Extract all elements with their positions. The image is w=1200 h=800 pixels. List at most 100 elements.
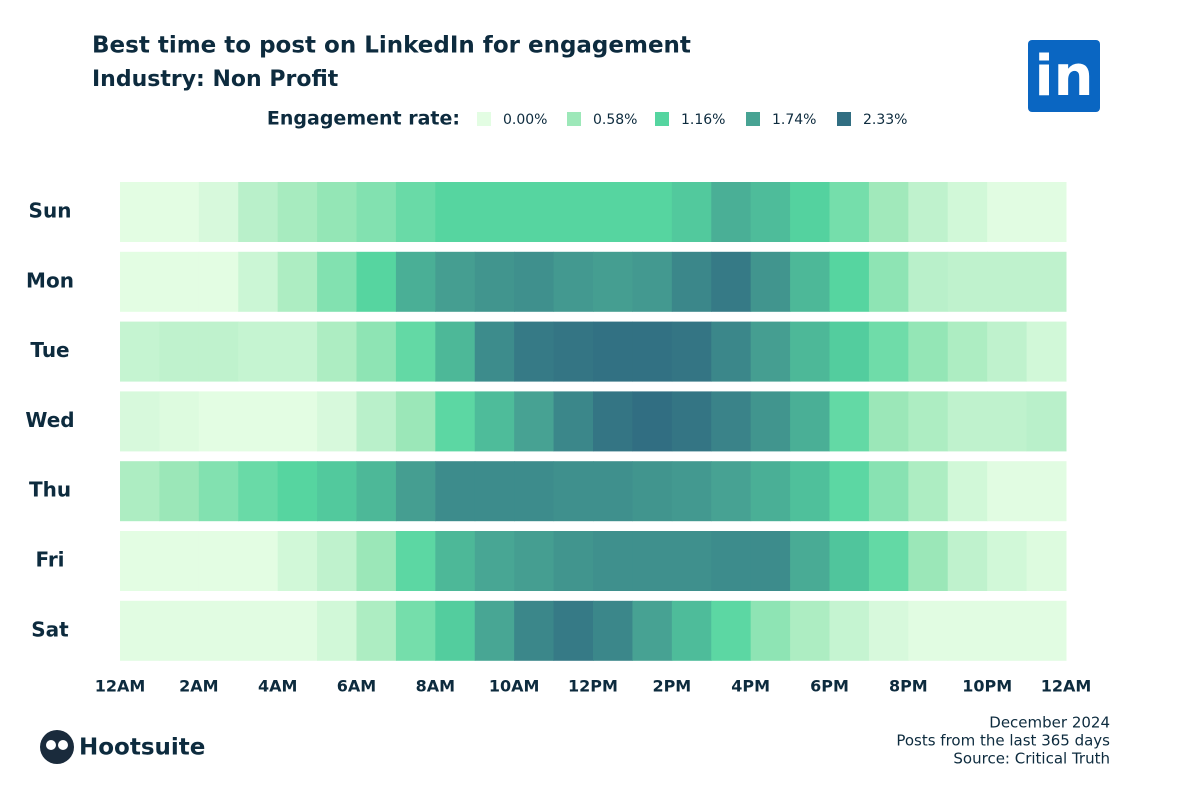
- heat-cell: [317, 391, 357, 452]
- legend-label: 2.33%: [863, 112, 907, 128]
- legend-swatch: [655, 112, 669, 126]
- heat-cell: [711, 251, 752, 312]
- heat-cell: [1026, 251, 1067, 312]
- heat-cell: [317, 461, 357, 522]
- heat-cell: [474, 182, 515, 242]
- heat-cell: [120, 531, 160, 591]
- heat-cell: [987, 182, 1028, 242]
- x-tick-label: 4AM: [258, 677, 297, 696]
- heat-cell: [474, 531, 515, 591]
- legend-label: 1.74%: [772, 112, 816, 128]
- heat-cell: [159, 182, 200, 242]
- heat-cell: [908, 321, 949, 382]
- heat-cell: [593, 321, 633, 382]
- heat-cell: [632, 531, 673, 591]
- heat-cell: [711, 321, 752, 382]
- heat-cell: [593, 461, 633, 522]
- heat-cell: [829, 251, 870, 312]
- heat-cell: [593, 531, 633, 591]
- x-tick-label: 8AM: [416, 677, 455, 696]
- heat-cell: [750, 182, 791, 242]
- heat-cell: [395, 251, 436, 312]
- heat-cell: [120, 182, 160, 242]
- heat-cell: [553, 321, 594, 382]
- heat-cell: [198, 531, 239, 591]
- heat-cell: [553, 251, 594, 312]
- heat-cell: [238, 461, 279, 522]
- heat-cell: [868, 321, 909, 382]
- heat-cell: [790, 531, 830, 591]
- legend-swatch: [837, 112, 851, 126]
- heat-cell: [632, 600, 673, 661]
- hootsuite-logo: Hootsuite: [40, 730, 205, 764]
- heat-cell: [750, 251, 791, 312]
- heat-cell: [120, 391, 160, 452]
- heat-cell: [671, 461, 712, 522]
- heat-cell: [750, 600, 791, 661]
- heat-cell: [238, 600, 279, 661]
- heat-cell: [198, 461, 239, 522]
- heat-cell: [395, 600, 436, 661]
- heat-cell: [790, 251, 830, 312]
- heat-cell: [159, 251, 200, 312]
- heat-cell: [711, 461, 752, 522]
- heat-cell: [908, 531, 949, 591]
- x-tick-label: 10PM: [962, 677, 1012, 696]
- heat-cell: [198, 391, 239, 452]
- heat-cell: [908, 251, 949, 312]
- heat-cell: [829, 531, 870, 591]
- heat-cell: [632, 321, 673, 382]
- x-tick-label: 8PM: [889, 677, 928, 696]
- heat-cell: [356, 531, 397, 591]
- owl-eye: [58, 740, 68, 750]
- heat-cell: [198, 182, 239, 242]
- heat-cell: [593, 251, 633, 312]
- chart-title: Best time to post on LinkedIn for engage…: [92, 33, 691, 59]
- heat-cell: [947, 600, 988, 661]
- heat-cell: [790, 391, 830, 452]
- heat-cell: [435, 182, 476, 242]
- heat-cell: [277, 531, 318, 591]
- x-tick-label: 12PM: [568, 677, 618, 696]
- linkedin-logo: in: [1028, 40, 1100, 112]
- heat-cell: [829, 182, 870, 242]
- heat-cell: [908, 600, 949, 661]
- heat-cell: [277, 600, 318, 661]
- heat-cell: [435, 531, 476, 591]
- heat-cell: [671, 251, 712, 312]
- heat-cell: [474, 391, 515, 452]
- heat-cell: [159, 461, 200, 522]
- heat-cell: [277, 251, 318, 312]
- row-label: Sun: [29, 199, 72, 223]
- heat-cell: [987, 391, 1028, 452]
- x-tick-label: 2PM: [652, 677, 691, 696]
- heat-cell: [435, 461, 476, 522]
- heat-cell: [474, 461, 515, 522]
- heat-cell: [238, 182, 279, 242]
- heat-cell: [711, 600, 752, 661]
- heat-cell: [868, 182, 909, 242]
- heat-cell: [356, 600, 397, 661]
- heat-cell: [987, 321, 1028, 382]
- heat-cell: [947, 391, 988, 452]
- heat-cell: [790, 182, 830, 242]
- logo-text: in: [1034, 44, 1093, 109]
- heat-cell: [1026, 600, 1067, 661]
- row-label: Wed: [25, 408, 74, 432]
- heat-cell: [553, 182, 594, 242]
- heat-cell: [553, 531, 594, 591]
- heat-cell: [987, 251, 1028, 312]
- heat-cell: [868, 461, 909, 522]
- owl-eye: [46, 740, 56, 750]
- heat-cell: [750, 461, 791, 522]
- heat-cell: [238, 391, 279, 452]
- note: Posts from the last 365 days: [896, 732, 1110, 750]
- owl-icon: [40, 730, 74, 764]
- heat-cell: [790, 461, 830, 522]
- heat-cell: [317, 600, 357, 661]
- heat-cell: [120, 461, 160, 522]
- heat-cell: [514, 461, 555, 522]
- heat-cell: [947, 461, 988, 522]
- heat-cell: [238, 531, 279, 591]
